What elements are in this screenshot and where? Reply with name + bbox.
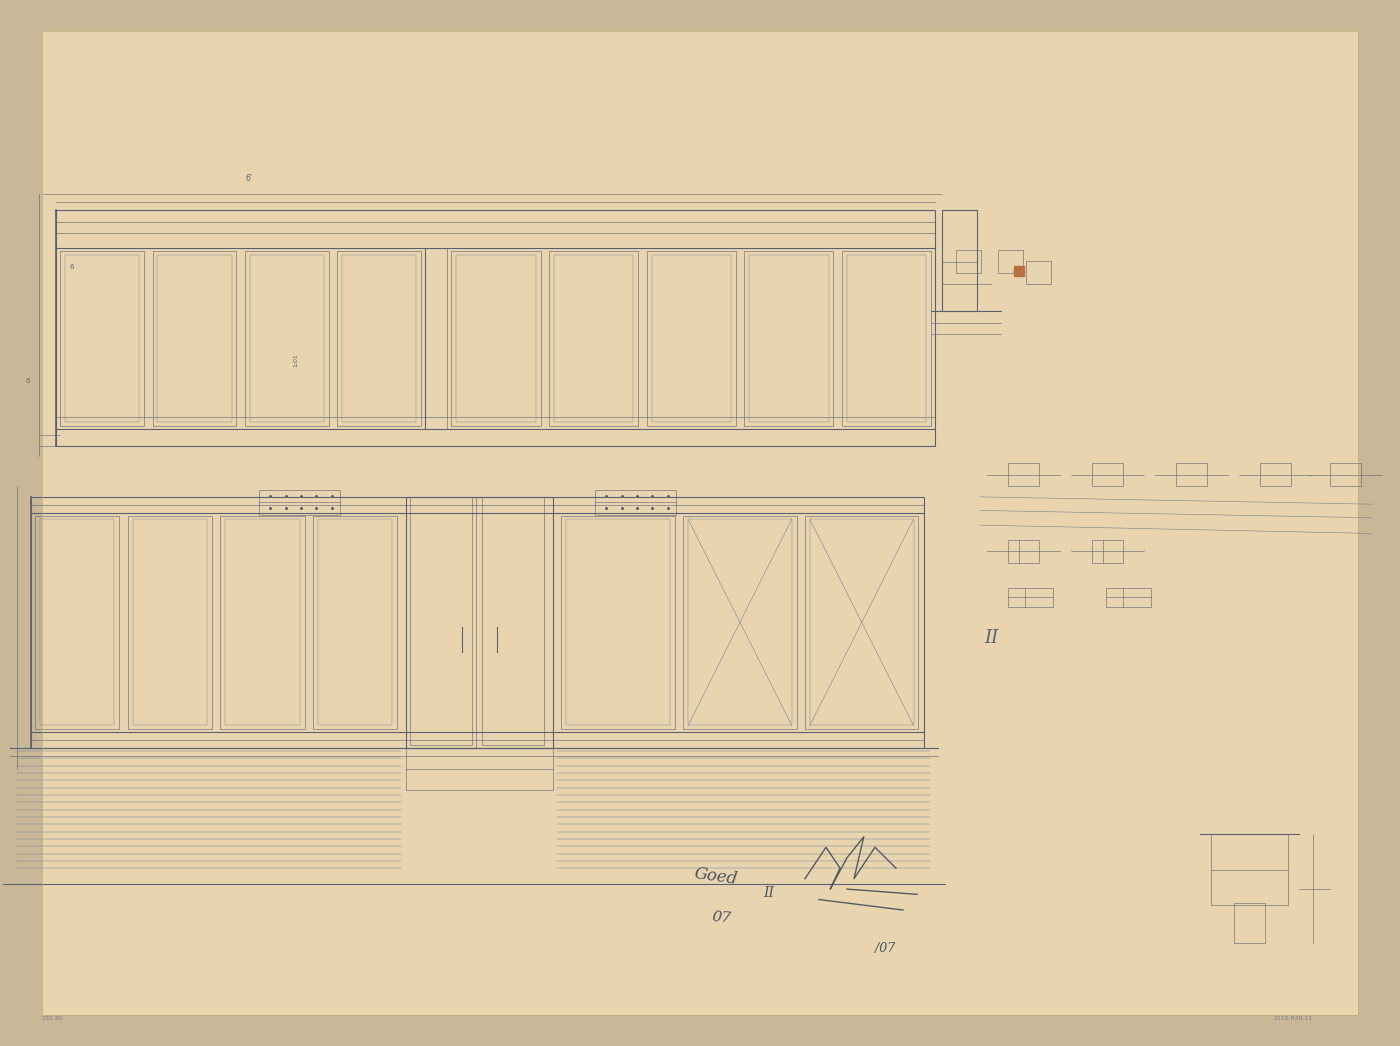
Bar: [647, 251, 736, 426]
Bar: [31, 497, 924, 748]
Bar: [1092, 463, 1123, 486]
Text: 2116.849.11: 2116.849.11: [1274, 1016, 1313, 1021]
Bar: [956, 250, 981, 273]
Bar: [1008, 463, 1039, 486]
Bar: [651, 255, 731, 423]
Bar: [749, 255, 829, 423]
Bar: [998, 250, 1023, 273]
Bar: [811, 520, 913, 726]
Text: II: II: [984, 630, 998, 647]
Bar: [847, 255, 927, 423]
Bar: [1176, 463, 1207, 486]
Bar: [153, 251, 237, 426]
Bar: [249, 255, 323, 423]
Bar: [35, 516, 119, 729]
Bar: [549, 251, 638, 426]
Bar: [805, 516, 918, 729]
Bar: [683, 516, 797, 729]
Bar: [1026, 262, 1051, 285]
Bar: [689, 520, 792, 726]
Bar: [942, 210, 977, 312]
Text: 6': 6': [246, 174, 253, 183]
Text: Goed: Goed: [693, 865, 739, 888]
Text: /07: /07: [875, 941, 895, 955]
Text: 07: 07: [711, 910, 732, 926]
Bar: [133, 520, 207, 726]
Bar: [66, 255, 139, 423]
Text: 232.80: 232.80: [42, 1016, 64, 1021]
Bar: [157, 255, 231, 423]
Bar: [1235, 903, 1264, 943]
Bar: [127, 516, 211, 729]
Bar: [39, 520, 115, 726]
Bar: [1106, 588, 1151, 607]
Bar: [561, 516, 675, 729]
Bar: [1008, 540, 1039, 563]
Bar: [259, 490, 340, 515]
Bar: [245, 251, 329, 426]
Bar: [220, 516, 305, 729]
Bar: [1008, 588, 1053, 607]
Text: 1:01: 1:01: [294, 353, 298, 366]
Text: 6: 6: [70, 264, 74, 270]
Bar: [314, 516, 398, 729]
Bar: [595, 490, 676, 515]
Bar: [567, 520, 671, 726]
Bar: [554, 255, 633, 423]
Bar: [406, 497, 553, 748]
Bar: [410, 497, 472, 745]
Text: II: II: [763, 886, 774, 901]
Bar: [60, 251, 144, 426]
Bar: [225, 520, 300, 726]
Bar: [318, 520, 392, 726]
Bar: [456, 255, 536, 423]
Bar: [406, 748, 553, 790]
Text: 6: 6: [25, 378, 29, 384]
Bar: [342, 255, 416, 423]
Bar: [1330, 463, 1361, 486]
Bar: [451, 251, 540, 426]
Bar: [337, 251, 421, 426]
Bar: [1260, 463, 1291, 486]
Bar: [56, 210, 935, 446]
Bar: [1211, 834, 1288, 905]
Bar: [841, 251, 931, 426]
Bar: [745, 251, 833, 426]
Bar: [482, 497, 545, 745]
Bar: [1092, 540, 1123, 563]
